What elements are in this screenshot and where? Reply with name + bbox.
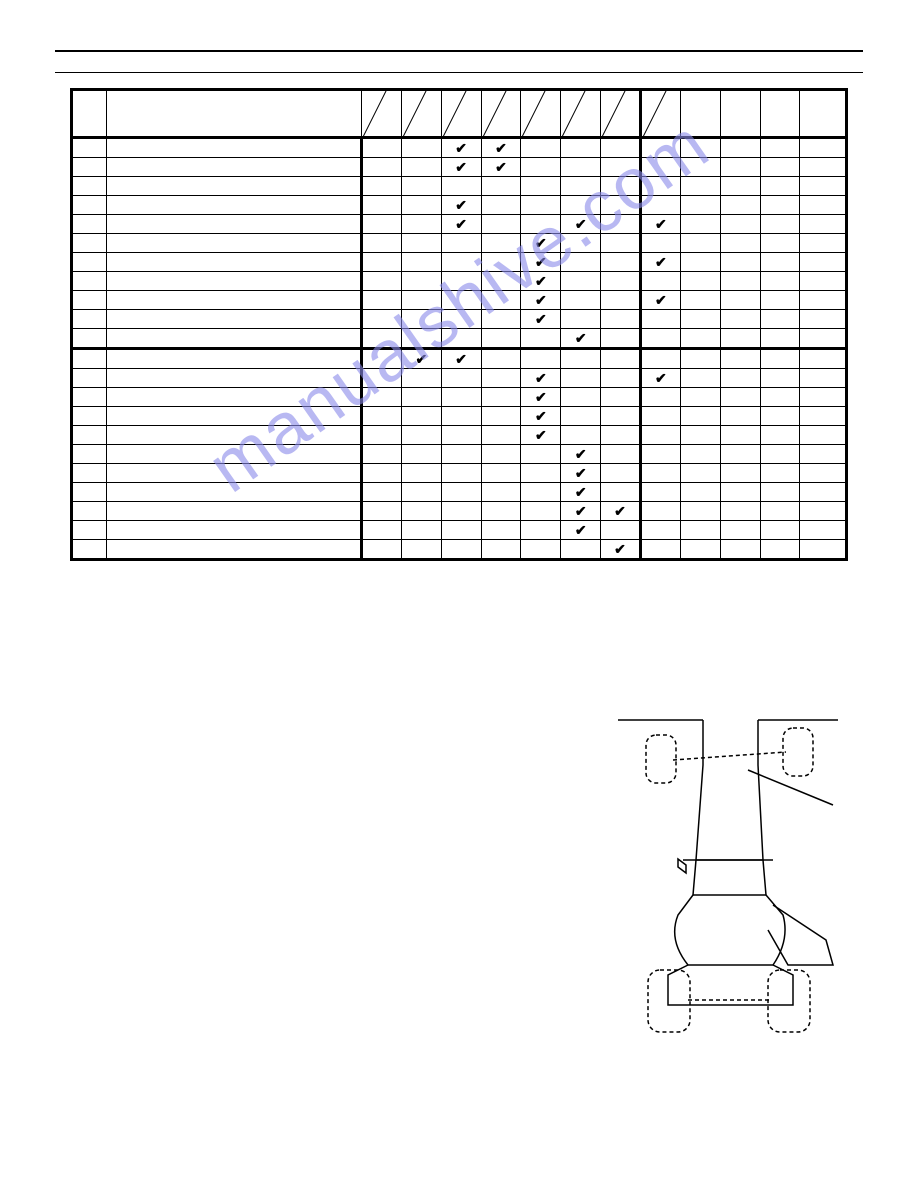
check-mark: ✔ [481, 138, 521, 158]
check-mark: ✔ [521, 388, 561, 407]
table-row: ✔ [72, 540, 847, 560]
table-row: ✔ [72, 310, 847, 329]
check-mark: ✔ [561, 445, 601, 464]
check-mark: ✔ [441, 158, 481, 177]
check-mark: ✔ [521, 291, 561, 310]
check-mark: ✔ [521, 253, 561, 272]
check-mark: ✔ [640, 253, 680, 272]
check-mark: ✔ [601, 502, 641, 521]
check-mark: ✔ [481, 158, 521, 177]
table-row [72, 177, 847, 196]
check-mark: ✔ [561, 502, 601, 521]
table-row: ✔✔ [72, 253, 847, 272]
check-mark: ✔ [441, 349, 481, 369]
table-row: ✔ [72, 407, 847, 426]
check-mark: ✔ [521, 310, 561, 329]
tractor-diagram [608, 710, 848, 1040]
check-mark: ✔ [640, 215, 680, 234]
check-mark: ✔ [561, 464, 601, 483]
table-row: ✔ [72, 234, 847, 253]
table-row: ✔✔ [72, 158, 847, 177]
table-row: ✔✔ [72, 349, 847, 369]
check-mark: ✔ [640, 291, 680, 310]
check-mark: ✔ [561, 521, 601, 540]
maintenance-table: ✔✔✔✔✔✔✔✔✔✔✔✔✔✔✔✔✔✔✔✔✔✔✔✔✔✔✔✔✔✔ [70, 88, 848, 561]
check-mark: ✔ [521, 234, 561, 253]
table-row: ✔✔ [72, 138, 847, 158]
check-mark: ✔ [521, 272, 561, 291]
table-row: ✔ [72, 426, 847, 445]
table-row: ✔ [72, 464, 847, 483]
check-mark: ✔ [441, 138, 481, 158]
check-mark: ✔ [521, 426, 561, 445]
check-mark: ✔ [601, 540, 641, 560]
check-mark: ✔ [561, 215, 601, 234]
table-row: ✔✔ [72, 291, 847, 310]
check-mark: ✔ [401, 349, 441, 369]
table-row: ✔ [72, 483, 847, 502]
table-row: ✔ [72, 329, 847, 349]
check-mark: ✔ [640, 369, 680, 388]
check-mark: ✔ [521, 407, 561, 426]
table-row: ✔ [72, 196, 847, 215]
table-row: ✔ [72, 521, 847, 540]
check-mark: ✔ [441, 215, 481, 234]
table-row: ✔✔ [72, 502, 847, 521]
table-row: ✔ [72, 272, 847, 291]
sub-rule [55, 72, 863, 73]
check-mark: ✔ [561, 483, 601, 502]
top-rule [55, 50, 863, 52]
check-mark: ✔ [441, 196, 481, 215]
table-row: ✔ ✔ ✔ [72, 215, 847, 234]
table-row: ✔✔ [72, 369, 847, 388]
table-row: ✔ [72, 445, 847, 464]
check-mark: ✔ [561, 329, 601, 349]
check-mark: ✔ [521, 369, 561, 388]
table-row: ✔ [72, 388, 847, 407]
